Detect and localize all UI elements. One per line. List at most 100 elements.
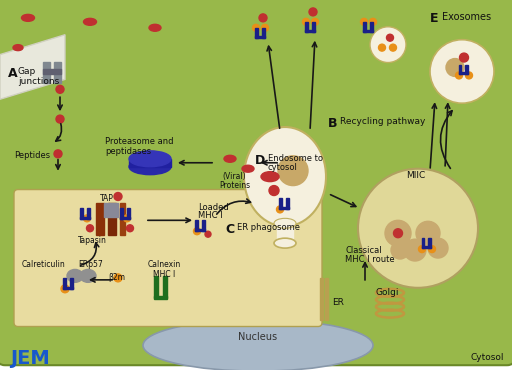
Circle shape xyxy=(278,156,308,186)
Bar xyxy=(54,62,61,83)
Bar xyxy=(325,278,328,320)
Bar xyxy=(305,30,315,32)
Text: Cytosol: Cytosol xyxy=(471,353,504,362)
Bar xyxy=(43,62,50,83)
Bar xyxy=(154,276,158,298)
Text: Endosome to: Endosome to xyxy=(268,154,323,163)
Circle shape xyxy=(391,241,409,259)
Text: B: B xyxy=(328,117,337,130)
Bar xyxy=(63,278,66,289)
Text: ERp57: ERp57 xyxy=(78,260,103,269)
Text: junctions: junctions xyxy=(18,78,59,87)
Ellipse shape xyxy=(129,151,171,167)
Ellipse shape xyxy=(242,165,254,172)
Text: Peptides: Peptides xyxy=(14,151,50,160)
Bar xyxy=(129,159,171,167)
Circle shape xyxy=(390,44,396,51)
Circle shape xyxy=(404,239,426,261)
Circle shape xyxy=(370,27,406,63)
Circle shape xyxy=(394,229,402,238)
Circle shape xyxy=(360,18,368,25)
Bar xyxy=(202,220,205,231)
Circle shape xyxy=(56,115,64,123)
Bar xyxy=(154,296,167,299)
Bar xyxy=(279,198,282,209)
Bar xyxy=(279,207,289,209)
Text: JEM: JEM xyxy=(10,350,50,368)
Circle shape xyxy=(194,228,201,235)
Text: MHC I: MHC I xyxy=(153,270,175,279)
Bar xyxy=(255,36,265,38)
Circle shape xyxy=(430,40,494,103)
Text: Proteasome and: Proteasome and xyxy=(105,137,174,146)
Bar xyxy=(80,209,83,219)
Text: C: C xyxy=(225,223,234,236)
Circle shape xyxy=(418,246,425,253)
Text: cytosol: cytosol xyxy=(268,163,298,172)
Bar xyxy=(255,28,258,38)
Circle shape xyxy=(385,220,411,246)
Text: MHC I route: MHC I route xyxy=(345,255,395,264)
Bar xyxy=(120,217,130,219)
Bar xyxy=(120,209,123,219)
Circle shape xyxy=(54,150,62,158)
Circle shape xyxy=(61,285,69,293)
Bar xyxy=(286,198,289,209)
Bar xyxy=(87,209,90,219)
Circle shape xyxy=(358,169,478,288)
Polygon shape xyxy=(0,35,65,99)
Bar xyxy=(363,22,366,32)
Ellipse shape xyxy=(143,320,373,371)
Bar xyxy=(43,69,61,75)
Circle shape xyxy=(56,85,64,93)
Text: ER phagosome: ER phagosome xyxy=(237,223,300,232)
Bar xyxy=(195,229,205,231)
Bar xyxy=(305,22,308,32)
Bar xyxy=(465,65,467,74)
Bar xyxy=(63,287,73,289)
Bar xyxy=(96,203,104,235)
Bar xyxy=(70,278,73,289)
Ellipse shape xyxy=(261,172,279,182)
Circle shape xyxy=(252,24,260,31)
Ellipse shape xyxy=(22,15,34,21)
Circle shape xyxy=(429,246,436,253)
Ellipse shape xyxy=(149,24,161,31)
Text: Golgi: Golgi xyxy=(375,288,398,297)
Circle shape xyxy=(126,225,134,232)
Text: MIIC: MIIC xyxy=(406,171,425,180)
Bar xyxy=(80,217,90,219)
Circle shape xyxy=(114,274,122,282)
Circle shape xyxy=(416,221,440,245)
Bar xyxy=(312,22,315,32)
Circle shape xyxy=(428,238,448,258)
Ellipse shape xyxy=(129,159,171,175)
Bar xyxy=(108,203,116,235)
Circle shape xyxy=(309,8,317,16)
Bar xyxy=(320,278,323,320)
Bar xyxy=(195,220,198,231)
Bar xyxy=(262,28,265,38)
FancyBboxPatch shape xyxy=(14,189,322,326)
Circle shape xyxy=(378,44,386,51)
Text: D: D xyxy=(255,154,265,167)
Bar xyxy=(421,246,431,248)
Bar xyxy=(370,22,373,32)
Bar xyxy=(104,203,118,217)
Circle shape xyxy=(262,24,268,31)
Circle shape xyxy=(370,18,376,25)
Text: Calreticulin: Calreticulin xyxy=(22,260,66,269)
Ellipse shape xyxy=(274,218,296,228)
Bar xyxy=(459,65,461,74)
Text: Tapasin: Tapasin xyxy=(78,236,107,245)
Circle shape xyxy=(303,18,309,25)
Bar xyxy=(459,72,467,74)
Text: Nucleus: Nucleus xyxy=(239,332,278,342)
Text: Loaded: Loaded xyxy=(198,203,229,213)
Circle shape xyxy=(87,225,94,232)
Text: peptidases: peptidases xyxy=(105,147,151,156)
Bar xyxy=(421,238,424,248)
Text: A: A xyxy=(8,68,17,81)
Circle shape xyxy=(311,18,318,25)
Circle shape xyxy=(114,192,122,200)
